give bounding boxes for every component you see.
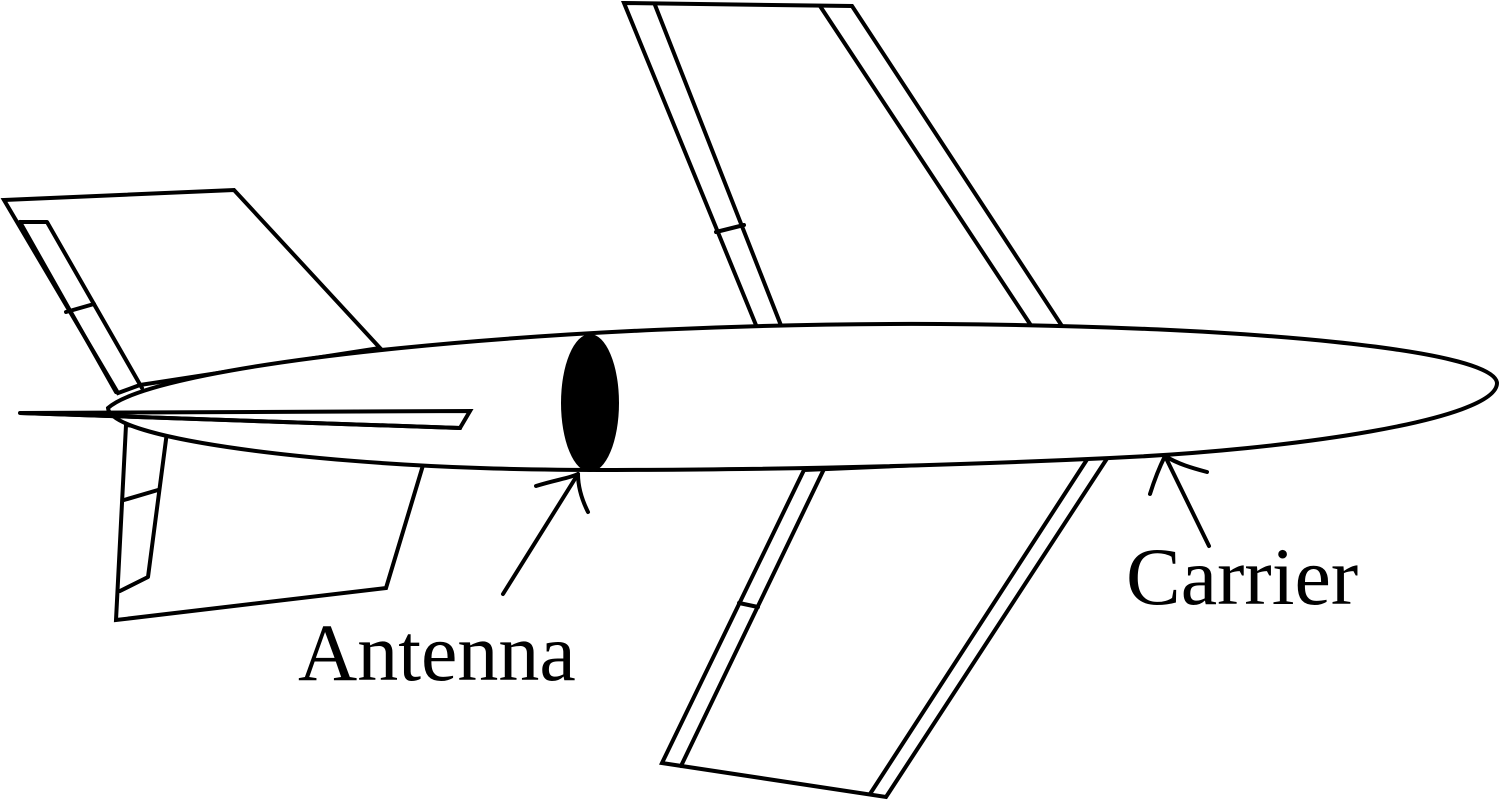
antenna-label: Antenna (298, 607, 576, 698)
carrier-label: Carrier (1126, 531, 1358, 622)
tail-nozzle (18, 408, 474, 431)
carrier-arrow (1148, 454, 1211, 548)
upper-main-wing (621, 0, 1066, 333)
fuselage-body (105, 321, 1500, 472)
lower-main-wing (659, 454, 1112, 800)
antenna-shape (561, 334, 619, 472)
antenna-arrow (501, 472, 590, 596)
